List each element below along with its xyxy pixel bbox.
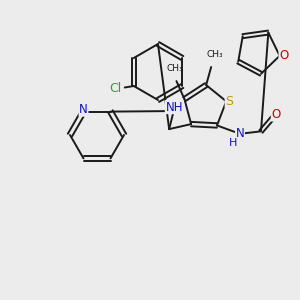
Text: N: N xyxy=(79,103,88,116)
Text: NH: NH xyxy=(165,100,183,114)
Text: CH₃: CH₃ xyxy=(207,50,224,59)
Text: H: H xyxy=(229,139,237,148)
Text: O: O xyxy=(279,49,288,62)
Text: Cl: Cl xyxy=(110,82,122,95)
Text: CH₃: CH₃ xyxy=(166,64,183,73)
Text: N: N xyxy=(236,127,244,140)
Text: S: S xyxy=(225,95,233,108)
Text: O: O xyxy=(272,108,280,121)
